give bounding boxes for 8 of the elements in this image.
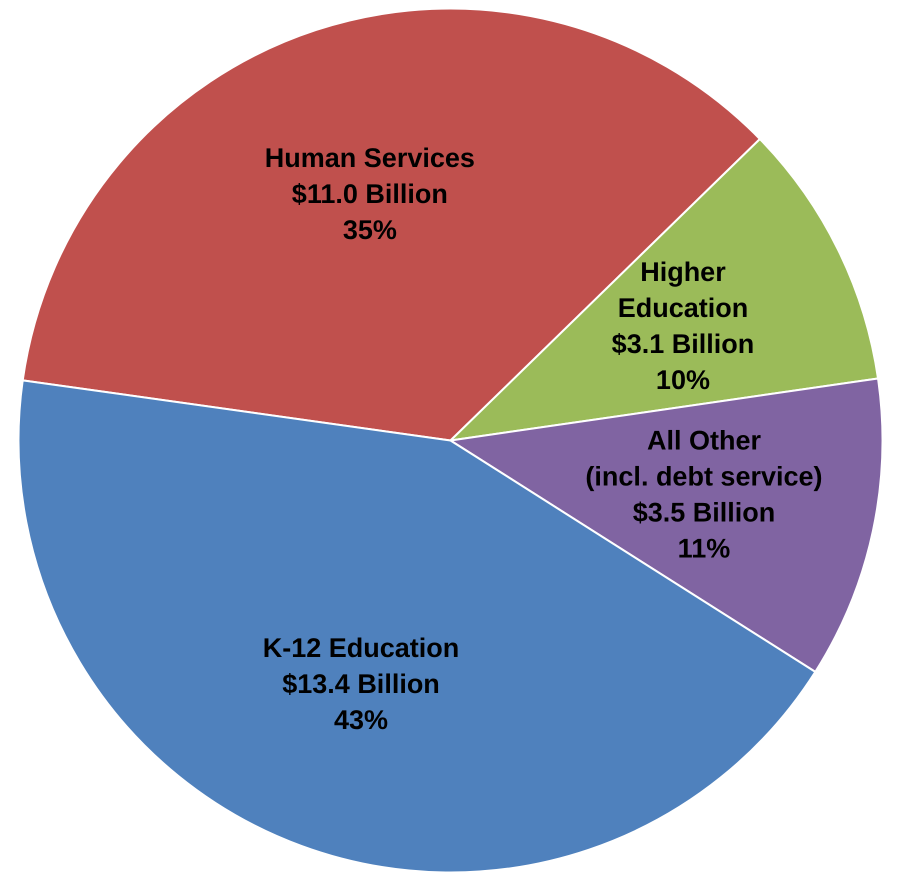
data-label: $11.0 Billion 35% <box>292 179 448 246</box>
slice-label: Higher Education <box>618 256 748 323</box>
slice-label: Human Services <box>264 143 475 174</box>
slice-label: K-12 Education <box>262 632 460 663</box>
data-label: $3.1 Billion 10% <box>612 328 754 395</box>
slice-label: All Other (incl. debt service) <box>585 426 823 492</box>
data-label: $3.5 Billion 11% <box>632 498 776 564</box>
data-label: $13.4 Billion 43% <box>282 668 440 735</box>
